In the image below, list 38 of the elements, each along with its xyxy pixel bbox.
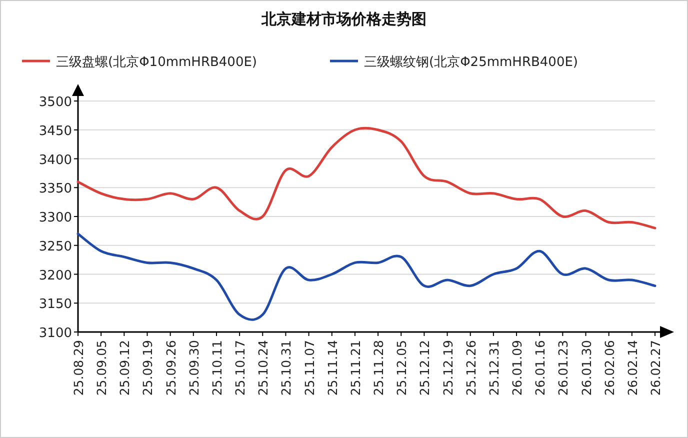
x-tick-label: 25.11.28 [371, 340, 386, 396]
x-tick-label: 25.09.30 [186, 340, 202, 396]
y-tick-label: 3350 [38, 182, 72, 197]
x-tick-label: 25.09.12 [117, 340, 132, 396]
y-tick-label: 3450 [38, 124, 72, 139]
y-tick-label: 3200 [38, 268, 72, 284]
y-tick-label: 3300 [38, 210, 72, 226]
y-tick-label: 3500 [38, 95, 72, 110]
x-tick-label: 25.12.05 [394, 340, 410, 396]
x-tick-label: 26.02.06 [602, 340, 617, 396]
x-tick-label: 25.09.26 [163, 340, 178, 396]
x-tick-label: 25.12.19 [440, 340, 456, 396]
legend-label: 三级盘螺(北京Φ10mmHRB400E) [56, 55, 257, 70]
x-tick-label: 26.02.14 [624, 340, 640, 396]
x-tick-label: 25.11.07 [302, 340, 317, 396]
x-tick-label: 25.11.21 [348, 340, 363, 396]
x-tick-label: 25.12.26 [463, 340, 478, 396]
x-tick-label: 25.08.29 [71, 340, 86, 396]
x-tick-label: 25.10.11 [209, 340, 224, 396]
y-tick-label: 3250 [38, 239, 72, 254]
x-tick-label: 25.10.24 [256, 340, 271, 396]
y-tick-label: 3100 [38, 326, 72, 341]
x-tick-label: 26.01.09 [510, 340, 525, 396]
x-tick-label: 25.09.19 [140, 340, 156, 396]
x-tick-label: 25.09.05 [94, 340, 110, 396]
x-tick-label: 25.12.12 [417, 340, 432, 396]
x-tick-label: 25.12.31 [486, 340, 502, 396]
x-tick-label: 26.02.27 [648, 340, 663, 396]
x-tick-label: 26.01.23 [556, 340, 571, 396]
x-tick-label: 25.10.31 [278, 340, 294, 396]
x-tick-label: 25.11.14 [324, 340, 340, 396]
legend-label: 三级螺纹钢(北京Φ25mmHRB400E) [364, 55, 578, 70]
y-tick-label: 3400 [38, 152, 72, 168]
y-tick-label: 3150 [38, 297, 72, 312]
chart-title: 北京建材市场价格走势图 [260, 10, 426, 28]
x-tick-label: 26.01.16 [532, 340, 548, 396]
x-tick-label: 26.01.30 [578, 340, 594, 396]
x-tick-label: 25.10.17 [232, 340, 248, 396]
